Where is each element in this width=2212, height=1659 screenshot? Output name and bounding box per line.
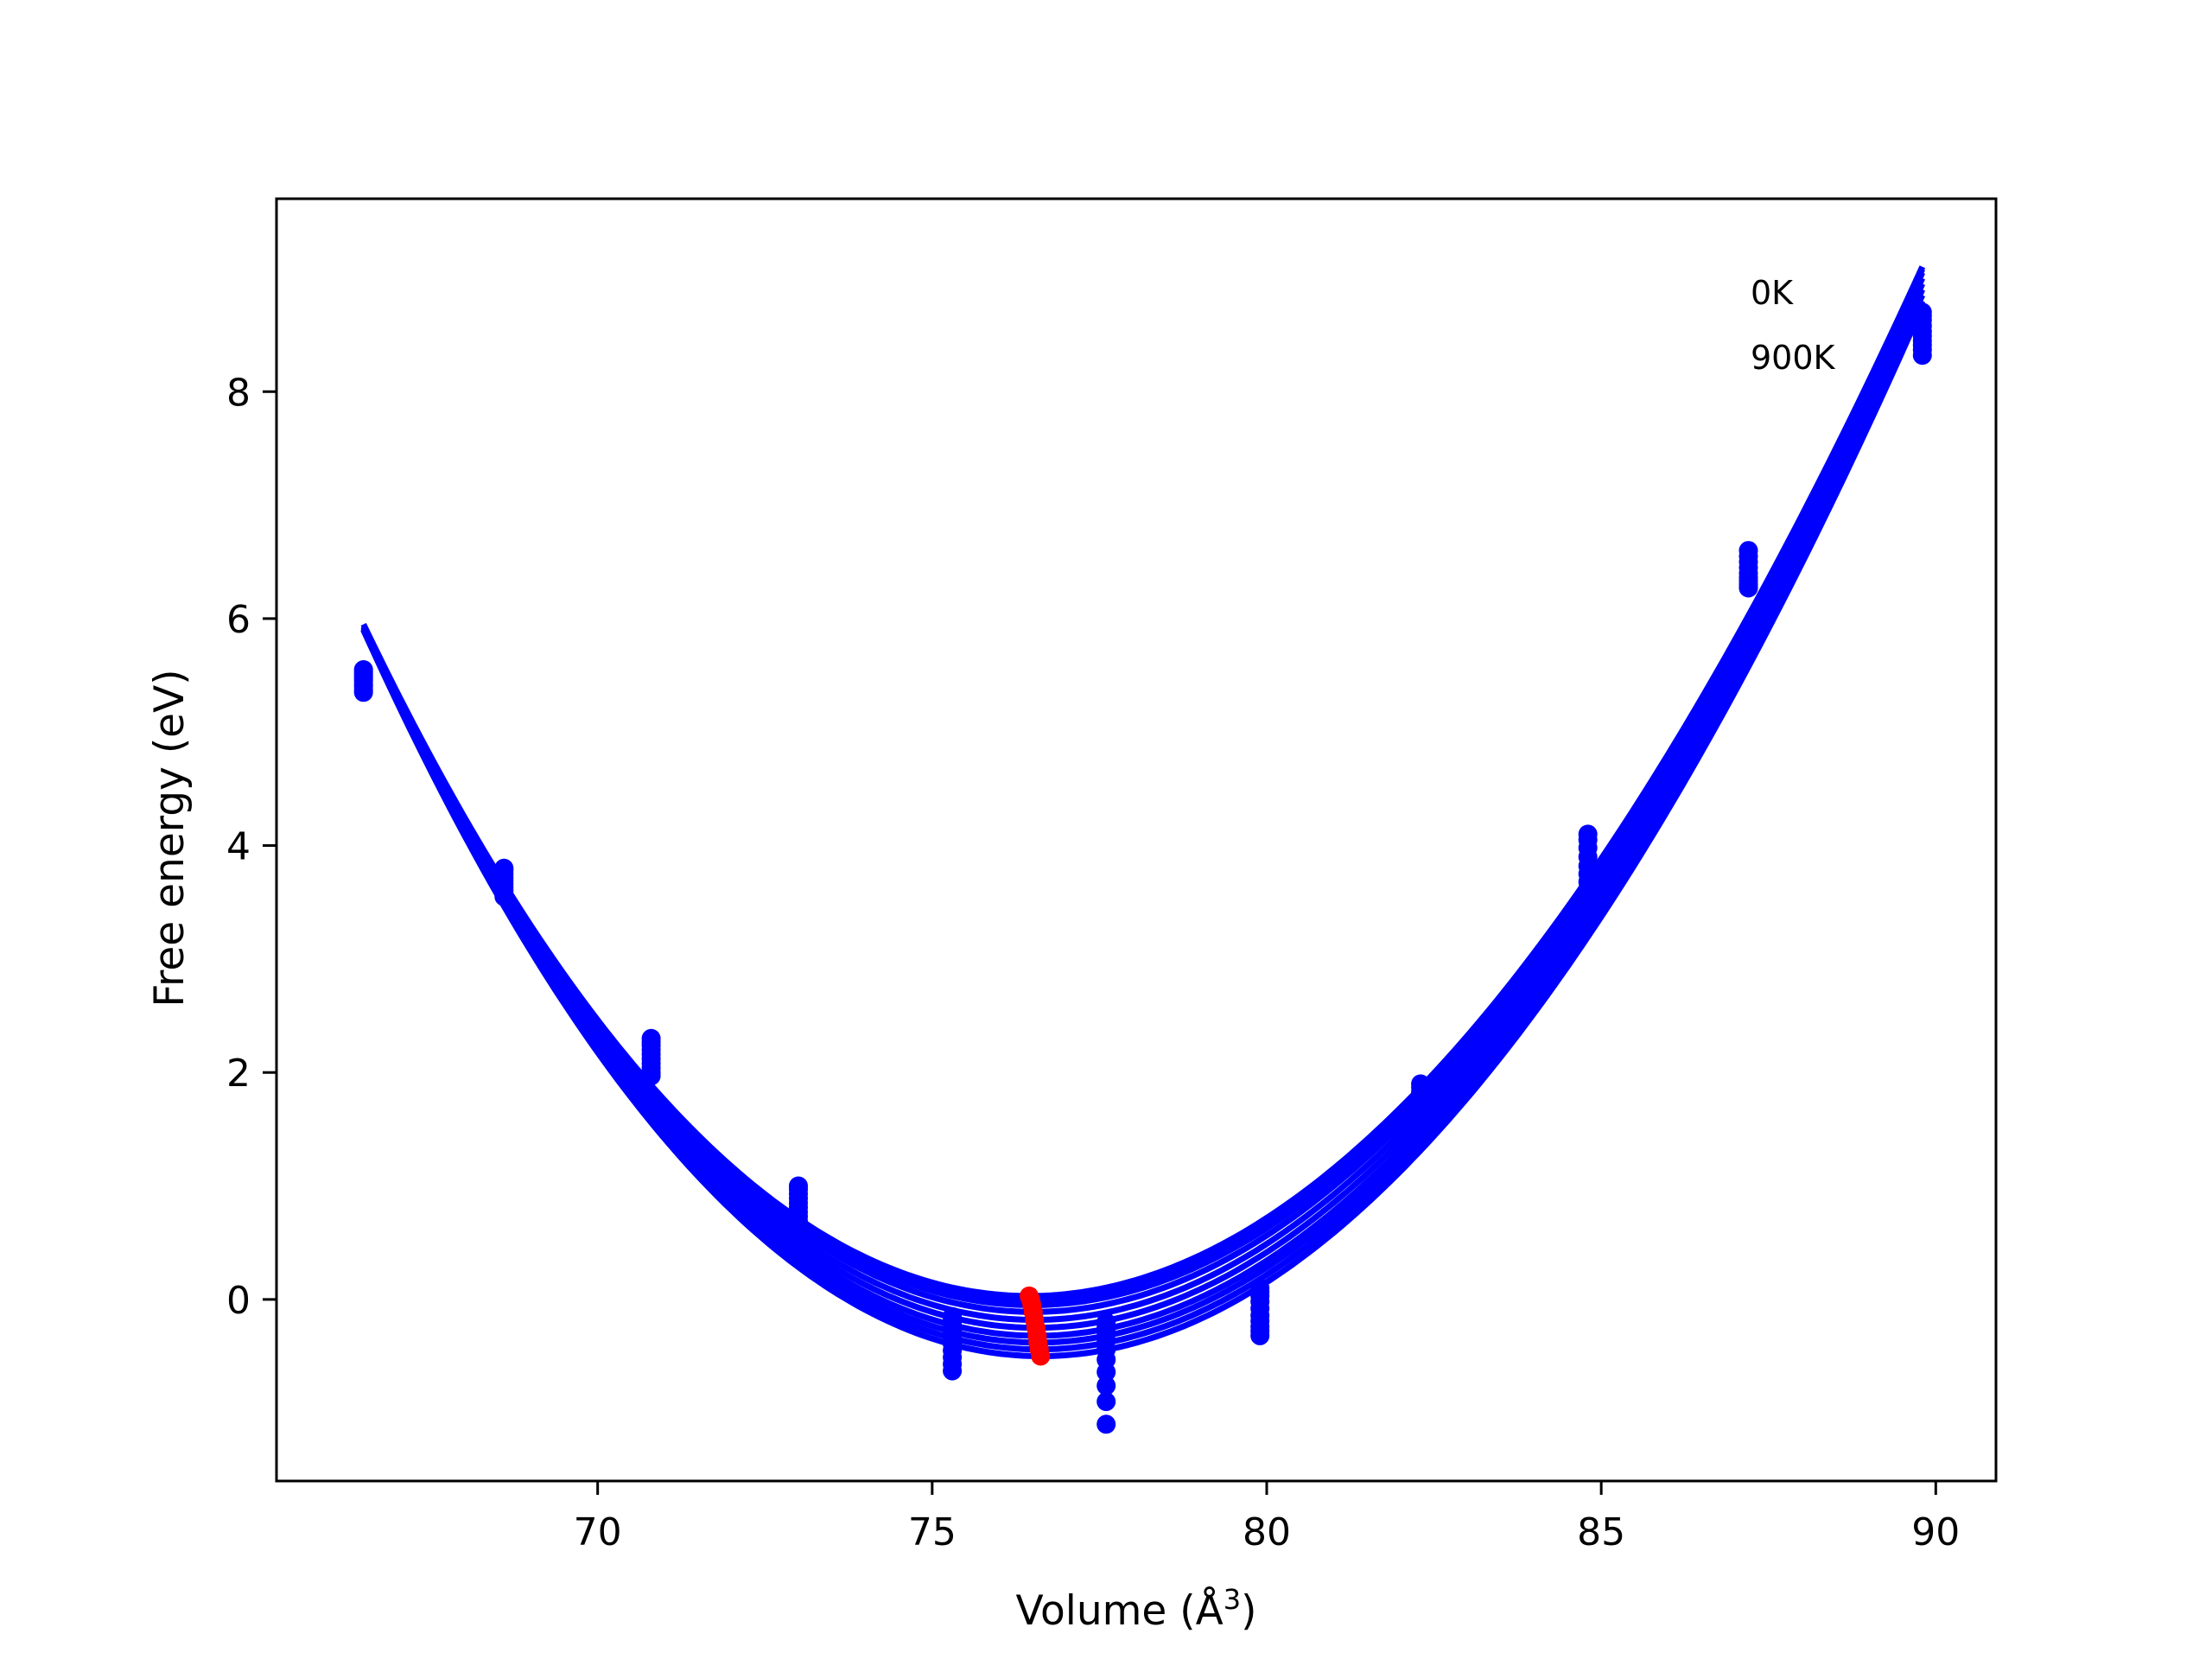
data-point-900k-8 — [1578, 889, 1598, 909]
data-point-900k-5 — [1096, 1414, 1116, 1434]
y-axis-ticks: 0 2 4 6 8 — [226, 371, 276, 1323]
plot-frame — [275, 197, 1998, 1483]
x-axis-label-text: Volume (Å — [1016, 1587, 1224, 1635]
data-point-600k-5 — [1096, 1362, 1116, 1382]
data-point-900k-6 — [1250, 1325, 1270, 1345]
legend-entry-0k: 0K — [1751, 274, 1794, 312]
y-tick-label-6: 6 — [226, 598, 251, 642]
x-axis-label-close: ) — [1241, 1587, 1256, 1635]
y-tick-label-2: 2 — [226, 1052, 251, 1096]
legend-entry-900k: 900K — [1751, 339, 1836, 377]
minimum-point-900k — [1031, 1346, 1051, 1366]
minimum-markers — [1020, 1286, 1051, 1366]
data-points — [353, 302, 1932, 1434]
y-tick-label-0: 0 — [226, 1279, 251, 1323]
y-tick-label-8: 8 — [226, 371, 251, 415]
data-point-900k-9 — [1738, 578, 1758, 598]
x-tick-label-90: 90 — [1911, 1510, 1960, 1554]
x-tick-label-70: 70 — [574, 1510, 622, 1554]
data-point-900k-0 — [353, 683, 373, 702]
fitted-curves — [360, 265, 1925, 1359]
x-tick-label-85: 85 — [1577, 1510, 1625, 1554]
data-point-900k-4 — [943, 1361, 963, 1381]
data-point-900k-3 — [789, 1216, 808, 1236]
data-point-900k-7 — [1411, 1119, 1431, 1139]
data-point-900k-1 — [494, 887, 514, 906]
x-tick-label-80: 80 — [1243, 1510, 1291, 1554]
y-tick-label-4: 4 — [226, 825, 251, 869]
y-axis-label: Free energy (eV) — [146, 669, 194, 1007]
data-point-900k-10 — [1912, 346, 1932, 365]
data-point-900k-2 — [641, 1066, 661, 1086]
x-axis-ticks: 70 75 80 85 90 — [574, 1481, 1960, 1554]
x-axis-label-superscript: 3 — [1224, 1583, 1241, 1616]
x-tick-label-75: 75 — [908, 1510, 957, 1554]
x-axis-label: Volume (Å3) — [1016, 1583, 1257, 1635]
data-point-700k-5 — [1096, 1376, 1116, 1395]
data-point-800k-5 — [1096, 1392, 1116, 1412]
fit-curve-900k — [360, 305, 1925, 1359]
